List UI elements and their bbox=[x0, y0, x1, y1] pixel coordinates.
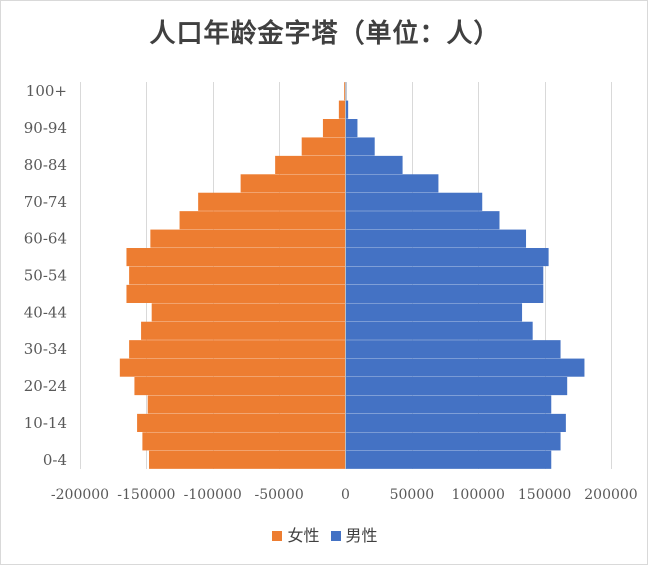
y-tick-label: 70-74 bbox=[24, 193, 67, 211]
bar-female bbox=[129, 340, 346, 359]
bar-male bbox=[345, 358, 585, 377]
bar-female bbox=[240, 174, 346, 193]
x-tick-label: 50000 bbox=[390, 487, 435, 503]
y-tick-label: 100+ bbox=[26, 82, 67, 100]
bar-female bbox=[126, 284, 346, 303]
bar-male bbox=[345, 100, 349, 119]
bar-female bbox=[134, 377, 346, 396]
bar-male bbox=[345, 211, 500, 230]
bar-female bbox=[275, 155, 346, 174]
y-tick-label: 60-64 bbox=[24, 230, 67, 248]
bar-male bbox=[345, 192, 483, 211]
bar-male bbox=[345, 155, 403, 174]
chart-title: 人口年龄金字塔（单位：人） bbox=[149, 19, 501, 49]
y-tick-label: 10-14 bbox=[24, 414, 67, 432]
y-tick-label: 20-24 bbox=[24, 377, 67, 395]
y-tick-label: 40-44 bbox=[24, 303, 67, 321]
bar-female bbox=[338, 100, 346, 119]
bar-male bbox=[345, 174, 439, 193]
x-tick-label: -200000 bbox=[51, 487, 109, 503]
bar-male bbox=[345, 432, 561, 451]
bar-male bbox=[345, 137, 375, 156]
legend-label-female: 女性 bbox=[287, 526, 320, 545]
bar-male bbox=[345, 266, 544, 285]
bar-female bbox=[119, 358, 346, 377]
bar-female bbox=[149, 450, 346, 469]
bar-male bbox=[345, 450, 552, 469]
y-tick-label: 90-94 bbox=[24, 119, 67, 137]
bar-female bbox=[126, 248, 346, 267]
bar-female bbox=[301, 137, 346, 156]
y-tick-label: 0-4 bbox=[43, 451, 67, 469]
legend-swatch-female bbox=[272, 531, 283, 541]
bar-female bbox=[129, 266, 346, 285]
bar-male bbox=[345, 248, 549, 267]
x-tick-label: 150000 bbox=[518, 487, 571, 503]
legend-swatch-male bbox=[330, 531, 341, 541]
bar-male bbox=[345, 340, 561, 359]
bar-female bbox=[322, 119, 346, 138]
x-tick-label: -50000 bbox=[254, 487, 303, 503]
bar-male bbox=[345, 413, 566, 432]
bar-male bbox=[345, 377, 568, 396]
bar-female bbox=[151, 303, 346, 322]
legend-label-male: 男性 bbox=[345, 526, 378, 545]
x-tick-label: 200000 bbox=[584, 487, 637, 503]
bar-male bbox=[345, 284, 544, 303]
bar-female bbox=[344, 82, 346, 101]
bar-female bbox=[137, 413, 346, 432]
x-tick-label: 0 bbox=[341, 487, 350, 503]
legend-item-female: 女性 bbox=[272, 522, 319, 546]
x-tick-label: -100000 bbox=[184, 487, 242, 503]
bar-female bbox=[141, 321, 346, 340]
legend: 女性 男性 bbox=[1, 522, 648, 546]
bar-female bbox=[150, 229, 346, 248]
x-tick-label: 100000 bbox=[452, 487, 505, 503]
bar-male bbox=[345, 229, 527, 248]
bar-female bbox=[147, 395, 346, 414]
bar-female bbox=[142, 432, 346, 451]
plot-area: -200000 -150000 -100000 -50000 0 50000 100000 1… bbox=[24, 82, 638, 503]
bar-male bbox=[345, 395, 552, 414]
bar-male bbox=[345, 119, 358, 138]
legend-item-male: 男性 bbox=[330, 522, 378, 546]
bar-male bbox=[345, 303, 523, 322]
x-tick-label: -150000 bbox=[117, 487, 175, 503]
bar-female bbox=[179, 211, 346, 230]
bar-female bbox=[198, 192, 346, 211]
y-tick-label: 50-54 bbox=[24, 267, 67, 285]
y-tick-label: 30-34 bbox=[24, 340, 67, 358]
y-tick-label: 80-84 bbox=[24, 156, 67, 174]
bar-male bbox=[345, 321, 533, 340]
